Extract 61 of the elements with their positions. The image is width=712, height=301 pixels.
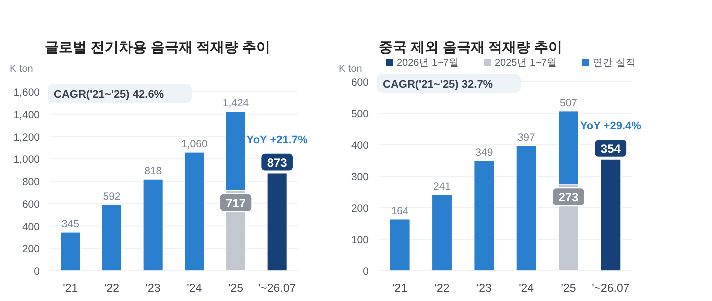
y-axis-title: K ton [10, 64, 34, 75]
data-label: 873 [267, 156, 288, 170]
y-tick-label: 300 [351, 172, 370, 184]
total-label: 592 [103, 190, 121, 203]
data-label: 717 [226, 196, 246, 210]
total-label: 397 [518, 132, 536, 144]
x-tick-label: '~26.07 [258, 283, 296, 295]
y-tick-label: 600 [351, 77, 370, 89]
x-tick-label: '23 [146, 283, 161, 295]
annotation: YoY +21.7% [246, 134, 308, 146]
total-label: 1,424 [222, 98, 250, 110]
legend-label: 2025년 1~7월 [495, 58, 557, 69]
data-label: 273 [558, 190, 580, 205]
x-tick-label: '21 [63, 283, 78, 295]
annotation: CAGR('21~'25) 42.6% [54, 89, 164, 101]
y-tick-label: 100 [351, 234, 370, 246]
x-tick-label: '23 [476, 283, 492, 295]
y-tick-label: 500 [351, 108, 370, 120]
chart-title: 글로벌 전기차용 음극재 적재량 추이 [45, 39, 271, 55]
annotation: CAGR('21~'25) 32.7% [383, 79, 494, 91]
legend-label: 연간 실적 [593, 58, 636, 69]
bar [432, 194, 453, 272]
bar [143, 179, 164, 272]
total-label: 818 [144, 165, 162, 178]
x-tick-label: '24 [519, 283, 535, 295]
total-label: 241 [433, 181, 452, 194]
total-label: 349 [476, 147, 494, 160]
y-tick-label: 0 [363, 266, 370, 278]
chart-title: 중국 제외 음극재 적재량 추이 [379, 39, 563, 55]
y-tick-label: 400 [351, 140, 370, 152]
y-tick-label: 1,200 [14, 132, 40, 144]
y-tick-label: 0 [34, 266, 40, 278]
y-tick-label: 600 [22, 198, 40, 211]
y-tick-label: 1,400 [14, 109, 40, 122]
x-tick-label: '25 [228, 283, 244, 295]
x-tick-label: '22 [434, 283, 450, 295]
x-tick-label: '21 [392, 283, 408, 295]
annotation: YoY +29.4% [580, 120, 642, 132]
x-tick-label: '~26.07 [592, 283, 630, 295]
x-tick-label: '24 [187, 283, 203, 295]
x-tick-label: '25 [561, 283, 576, 295]
bar [60, 232, 81, 272]
y-tick-label: 200 [351, 203, 370, 215]
bar [184, 152, 205, 272]
bar [390, 218, 411, 272]
bar [516, 146, 538, 272]
y-tick-label: 1,000 [14, 154, 40, 166]
legend-label: 2026년 1~7월 [397, 58, 459, 69]
y-tick-label: 400 [22, 221, 40, 234]
total-label: 1,060 [182, 138, 208, 150]
y-axis-title: K ton [339, 64, 362, 75]
x-tick-label: '22 [104, 283, 120, 295]
bar [102, 204, 122, 272]
y-tick-label: 200 [22, 244, 40, 256]
data-label: 354 [600, 142, 622, 156]
total-label: 507 [560, 97, 578, 110]
y-tick-label: 1,600 [14, 87, 40, 99]
y-tick-label: 800 [22, 176, 40, 188]
total-label: 164 [391, 205, 409, 218]
total-label: 345 [62, 218, 80, 230]
bar [474, 160, 495, 272]
